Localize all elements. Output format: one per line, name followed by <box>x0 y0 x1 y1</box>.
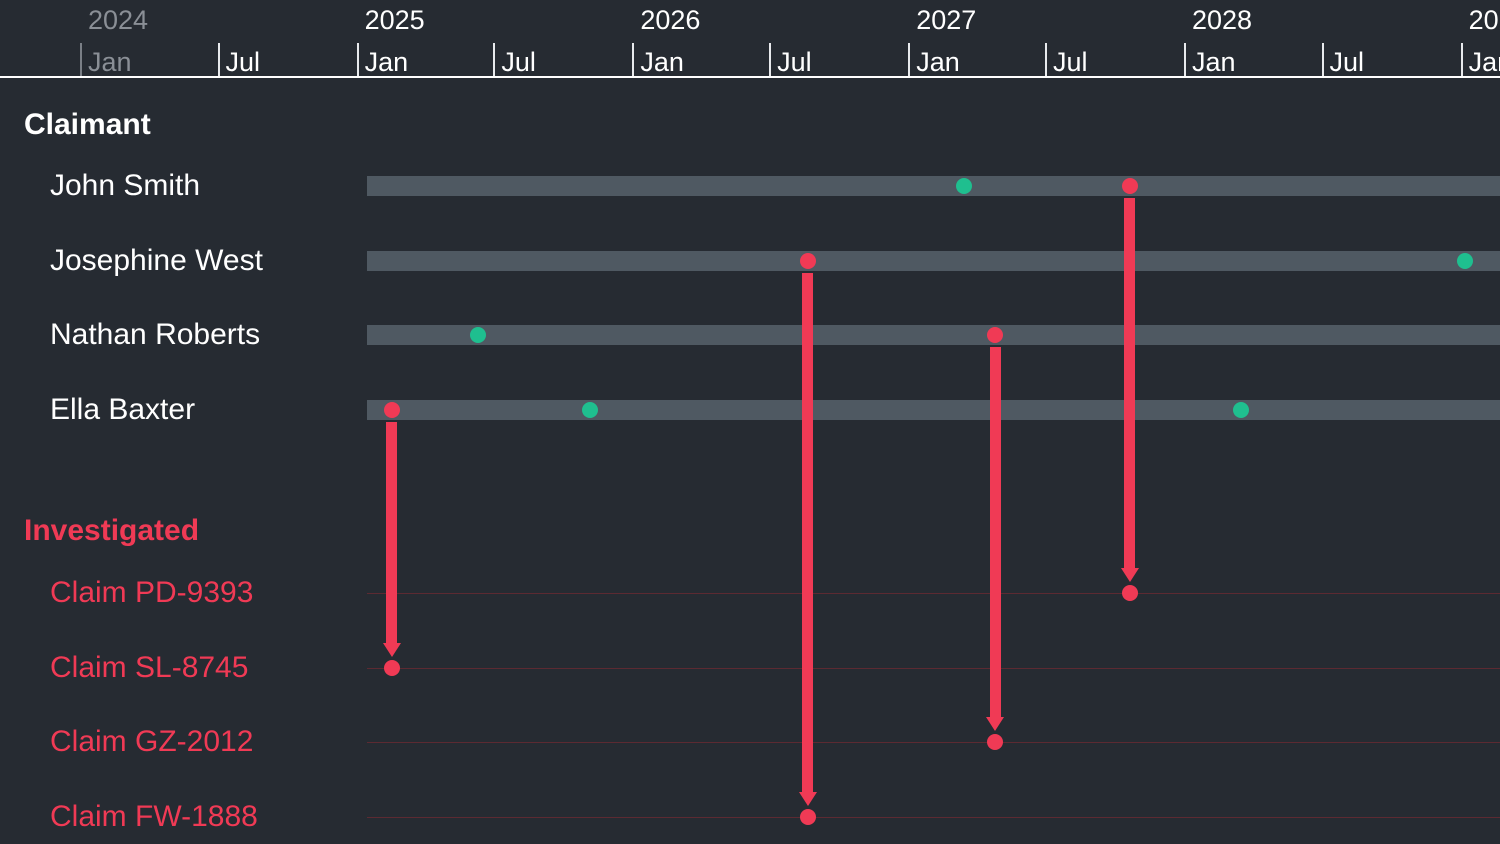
event-dot-red[interactable] <box>799 809 816 825</box>
axis-month-label: Jul <box>1329 47 1365 77</box>
axis-tick <box>632 43 635 77</box>
claimant-lane <box>367 400 1500 420</box>
axis-year-label: 2028 <box>1192 5 1253 35</box>
axis-tick <box>1460 43 1463 77</box>
axis-tick <box>356 43 359 77</box>
event-dot-green[interactable] <box>1456 253 1473 269</box>
link-arrow-head <box>986 717 1005 731</box>
claim-row-label[interactable]: Claim PD-9393 <box>50 576 254 609</box>
event-dot-red[interactable] <box>1121 178 1138 194</box>
event-dot-red[interactable] <box>987 734 1004 750</box>
event-dot-green[interactable] <box>470 327 487 343</box>
axis-month-label: Jul <box>501 47 536 77</box>
axis-tick <box>217 43 220 77</box>
axis-month-label: Jan <box>916 47 960 77</box>
claimant-lane <box>367 251 1500 271</box>
axis-month-label: Jul <box>225 47 261 77</box>
link-arrow-shaft[interactable] <box>989 347 1001 718</box>
axis-year-label: 2029 <box>1468 5 1500 35</box>
axis-month-label: Jan <box>640 47 684 77</box>
link-arrow-head <box>798 792 817 806</box>
event-dot-red[interactable] <box>383 660 400 676</box>
axis-year-label: 2024 <box>88 5 149 35</box>
axis-tick <box>1321 43 1324 77</box>
event-dot-green[interactable] <box>582 402 599 418</box>
axis-month-label: Jan <box>1468 47 1500 77</box>
claim-lane <box>367 817 1500 818</box>
claim-row-label[interactable]: Claim SL-8745 <box>50 651 249 684</box>
axis-tick <box>908 43 911 77</box>
axis-tick <box>1044 43 1047 77</box>
claimant-lane <box>367 176 1500 196</box>
event-dot-green[interactable] <box>956 178 973 194</box>
claim-lane <box>367 668 1500 669</box>
claim-lane <box>367 593 1500 594</box>
claim-row-label[interactable]: Claim GZ-2012 <box>50 725 254 758</box>
section-title-investigated: Investigated <box>24 514 200 547</box>
axis-tick <box>1184 43 1186 77</box>
axis-year-label: 2026 <box>640 5 701 35</box>
axis-tick <box>769 43 772 77</box>
event-dot-red[interactable] <box>383 402 400 418</box>
axis-year-label: 2027 <box>916 5 977 35</box>
section-title-claimant: Claimant <box>24 108 151 141</box>
axis-year-label: 2025 <box>364 5 425 35</box>
event-dot-red[interactable] <box>799 253 816 269</box>
link-arrow-shaft[interactable] <box>802 273 814 793</box>
axis-month-label: Jan <box>1192 47 1236 77</box>
claimant-row-label[interactable]: John Smith <box>50 169 201 202</box>
axis-tick <box>80 43 82 77</box>
axis-month-label: Jul <box>777 47 812 77</box>
claim-row-label[interactable]: Claim FW-1888 <box>50 800 258 833</box>
claimant-row-label[interactable]: Nathan Roberts <box>50 318 261 351</box>
claimant-row-label[interactable]: Josephine West <box>50 244 263 277</box>
link-arrow-head <box>1120 568 1139 582</box>
link-arrow-shaft[interactable] <box>1124 198 1136 569</box>
time-axis-baseline <box>0 76 1500 78</box>
claim-lane <box>367 742 1500 743</box>
axis-tick <box>493 43 496 77</box>
event-dot-red[interactable] <box>1121 585 1138 601</box>
axis-month-label: Jul <box>1052 47 1088 77</box>
axis-month-label: Jan <box>364 47 409 77</box>
link-arrow-shaft[interactable] <box>386 422 398 644</box>
event-dot-red[interactable] <box>987 327 1004 343</box>
link-arrow-head <box>382 643 401 657</box>
axis-month-label: Jan <box>88 47 132 77</box>
claimant-row-label[interactable]: Ella Baxter <box>50 393 196 426</box>
event-dot-green[interactable] <box>1232 402 1249 418</box>
claimant-lane <box>367 325 1500 345</box>
